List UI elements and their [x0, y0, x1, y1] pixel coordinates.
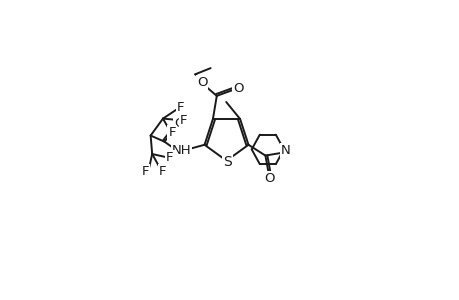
Text: NH: NH [171, 144, 191, 158]
Text: F: F [168, 126, 176, 139]
Text: O: O [196, 76, 207, 89]
Text: O: O [174, 118, 184, 130]
Text: F: F [177, 101, 184, 114]
Text: O: O [263, 172, 274, 185]
Text: F: F [179, 114, 187, 127]
Text: O: O [233, 82, 243, 95]
Text: N: N [280, 144, 290, 157]
Text: F: F [159, 165, 166, 178]
Text: F: F [141, 165, 149, 178]
Text: F: F [166, 151, 173, 164]
Text: S: S [223, 154, 231, 169]
